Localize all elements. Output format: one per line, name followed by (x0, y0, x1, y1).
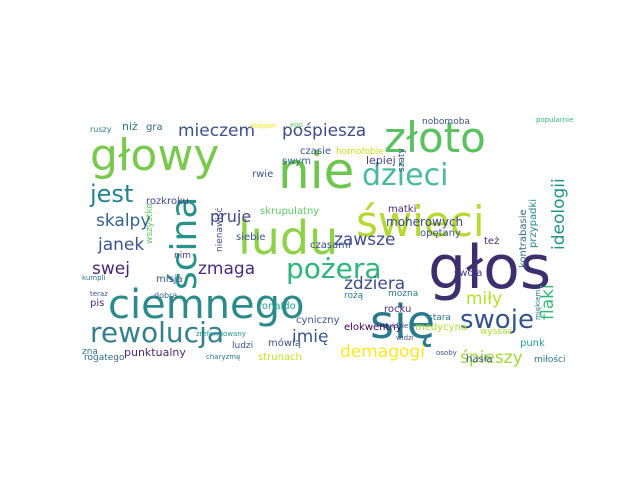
cloud-word: zawsze (334, 230, 395, 250)
cloud-word: mozna (388, 289, 418, 299)
cloud-word: punk (520, 338, 545, 349)
cloud-word: jest (89, 180, 133, 208)
cloud-word: medycyna (415, 322, 467, 333)
cloud-word: swej (92, 259, 130, 279)
cloud-word: stepper (250, 122, 277, 130)
cloud-word: pośpiesza (282, 121, 366, 141)
cloud-word: głos (428, 233, 551, 303)
cloud-word: czasie (300, 146, 331, 157)
cloud-word: strunach (258, 352, 302, 363)
cloud-word: moherowych (386, 215, 463, 229)
cloud-word: elokwentny (344, 322, 402, 333)
cloud-word: ideologii (549, 178, 569, 250)
cloud-word: charyzmę (206, 353, 240, 361)
cloud-word: nim (174, 251, 191, 261)
cloud-word: miły (466, 289, 502, 309)
cloud-word: demagogi (340, 342, 425, 362)
cloud-word: siebie (236, 232, 265, 243)
cloud-word: pis (90, 298, 104, 309)
cloud-word: wyssać (480, 326, 513, 337)
cloud-word: też (484, 236, 499, 247)
cloud-word: nienawiść (214, 207, 225, 252)
cloud-word: kontrabasie (518, 209, 529, 268)
cloud-word: ścina (164, 197, 205, 290)
cloud-word: rożą (344, 291, 364, 301)
cloud-word: złoto (384, 113, 486, 162)
cloud-word: niż (122, 120, 138, 133)
cloud-word: wszystko (145, 203, 155, 244)
cloud-word: stara (428, 313, 451, 323)
cloud-word: miłości (534, 354, 565, 365)
cloud-word: skalpy (96, 211, 150, 231)
cloud-word: widzi (396, 334, 414, 342)
cloud-word: zna (82, 347, 98, 357)
cloud-word: hasła (466, 354, 493, 365)
cloud-word: misja (156, 274, 183, 285)
cloud-word: mówią (268, 337, 301, 349)
cloud-word: homofobie (336, 147, 384, 157)
cloud-word: przypadki (528, 199, 539, 248)
cloud-word: teraz (90, 290, 108, 298)
cloud-word: osoby (436, 349, 457, 357)
cloud-word: janek (97, 235, 144, 255)
cloud-word: się (370, 295, 435, 349)
cloud-word: śpieszy (460, 348, 523, 368)
cloud-word: dzieci (362, 158, 448, 193)
cloud-word: popularnie (536, 116, 573, 124)
cloud-word: gra (146, 122, 163, 133)
cloud-word: opętany (420, 228, 461, 239)
cloud-word: lepiej (366, 154, 396, 167)
cloud-word: zmaga (198, 259, 255, 279)
cloud-word: swoja (454, 268, 482, 279)
cloud-word: ludzi (232, 341, 253, 351)
cloud-word: pruje (210, 207, 251, 226)
cloud-word: matki (388, 204, 416, 215)
cloud-word: skrupulatny (260, 206, 319, 217)
cloud-word: kumpli (82, 274, 105, 282)
cloud-word: ludu (238, 211, 338, 265)
cloud-word: miękiem (534, 290, 542, 320)
cloud-word: rogatego (84, 353, 125, 363)
cloud-word: głowy (90, 130, 219, 181)
cloud-word: rwie (252, 169, 273, 180)
cloud-word: zdziera (344, 274, 405, 294)
cloud-word: ruszy (90, 125, 112, 134)
cloud-word: mieczem (178, 121, 255, 141)
cloud-word: rewolucja (90, 316, 224, 349)
cloud-word: dobra (154, 291, 177, 300)
cloud-word: swym (282, 156, 311, 167)
cloud-word: ronaldo (258, 301, 296, 312)
cloud-word: nobomoba (422, 117, 470, 127)
cloud-word: punktualny (124, 346, 186, 359)
cloud-word: swoje (460, 305, 534, 335)
cloud-word: świeci (356, 197, 485, 246)
cloud-word: szaty (397, 148, 407, 172)
cloud-word: cyniczny (296, 315, 340, 326)
cloud-word: pożera (286, 252, 382, 285)
cloud-word: rocku (384, 304, 411, 315)
cloud-word: rozkroku (146, 196, 189, 207)
cloud-word: imię (292, 327, 328, 347)
cloud-word: zreformowany (196, 330, 246, 338)
cloud-word: czasami (310, 240, 351, 251)
cloud-word: idzie (392, 322, 408, 330)
cloud-word: ego (290, 121, 303, 129)
cloud-word: flaki (538, 284, 558, 320)
cloud-word: nie (278, 142, 354, 200)
cloud-word: ciemnego (108, 282, 305, 328)
